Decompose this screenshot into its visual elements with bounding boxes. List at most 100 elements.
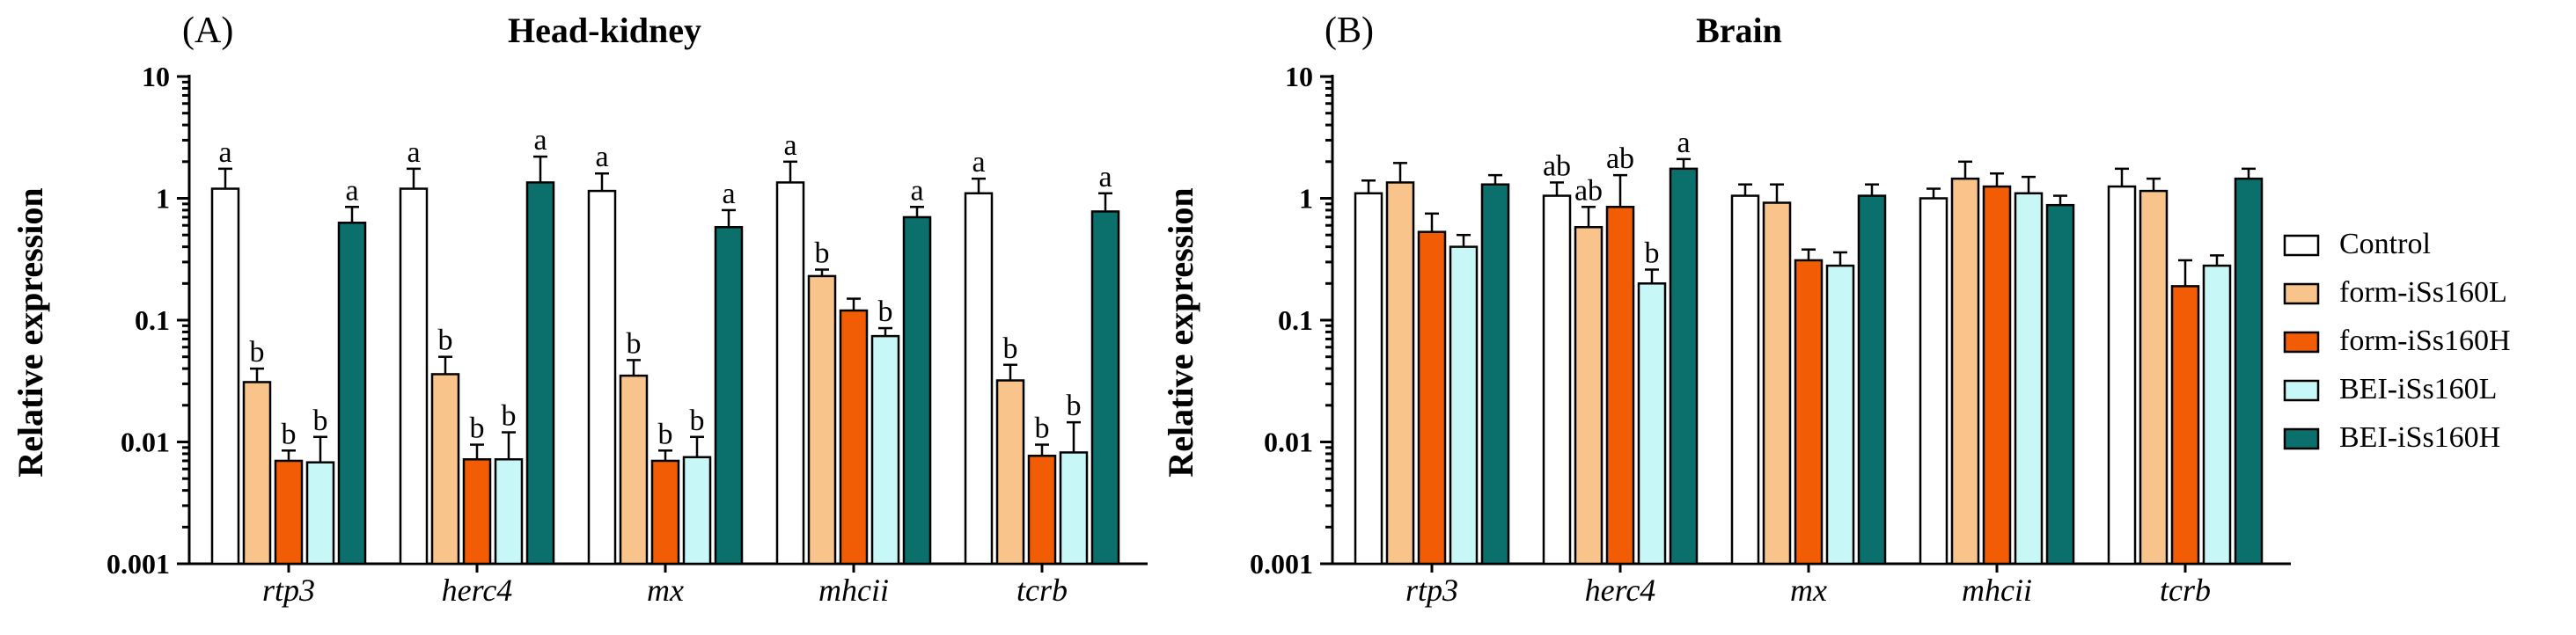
significance-label-brain-herc4-bei-iss160l: b [1645,237,1660,270]
significance-label-head-kidney-tcrb-form-iss160h: b [1035,412,1050,445]
bar-brain-mx-form-iss160l [1762,201,1792,566]
x-tick-label-head-kidney-herc4: herc4 [442,573,513,608]
y-tick-label-brain: 10 [1285,61,1313,92]
significance-label-head-kidney-mx-bei-iss160l: b [690,405,705,437]
bar-brain-tcrb-bei-iss160h [2234,177,2264,566]
chart-title-brain: Brain [1696,11,1782,50]
bar-head-kidney-mhcii-form-iss160l [807,274,837,566]
bar-head-kidney-mx-bei-iss160h [714,226,744,566]
significance-label-brain-herc4-bei-iss160h: a [1677,127,1690,159]
x-tick-label-brain-tcrb: tcrb [2160,573,2211,608]
y-tick-label-head-kidney: 1 [156,183,170,215]
y-tick-label-head-kidney: 0.1 [135,304,170,336]
x-tick-label-brain-mx: mx [1790,573,1827,608]
bar-head-kidney-rtp3-form-iss160h [274,459,304,566]
significance-label-head-kidney-tcrb-bei-iss160l: b [1067,390,1082,422]
x-tick-label-brain-herc4: herc4 [1585,573,1656,608]
bar-head-kidney-mx-control [587,189,617,566]
significance-label-head-kidney-tcrb-form-iss160l: b [1003,332,1018,365]
significance-label-brain-herc4-form-iss160h: ab [1606,142,1634,175]
legend-swatch-control [2283,234,2320,257]
panel-label-brain: (B) [1325,11,1374,51]
significance-label-head-kidney-mhcii-form-iss160l: b [815,237,830,270]
y-tick-label-brain: 0.001 [1250,548,1313,580]
bar-head-kidney-rtp3-bei-iss160h [337,222,367,566]
y-tick-label-brain: 1 [1299,183,1313,215]
legend-swatch-bei-iss160l [2283,379,2320,402]
bar-head-kidney-tcrb-form-iss160l [995,379,1025,566]
significance-label-head-kidney-mhcii-control: a [783,129,796,162]
bar-brain-mhcii-bei-iss160h [2045,203,2075,566]
bar-head-kidney-tcrb-control [964,192,994,566]
x-tick-label-head-kidney-mx: mx [647,573,684,608]
legend-swatch-bei-iss160h [2283,427,2320,450]
bar-brain-rtp3-control [1354,192,1383,566]
significance-label-head-kidney-herc4-bei-iss160l: b [502,400,517,433]
y-tick-label-brain: 0.1 [1278,304,1313,336]
bar-brain-mx-bei-iss160l [1825,264,1855,566]
bar-brain-herc4-bei-iss160l [1637,282,1667,566]
bar-head-kidney-herc4-control [399,187,429,566]
bar-brain-rtp3-form-iss160h [1417,230,1447,566]
bar-brain-herc4-form-iss160h [1605,206,1635,566]
bar-brain-mhcii-form-iss160h [1982,185,2012,566]
bar-brain-herc4-form-iss160l [1574,226,1604,566]
significance-label-head-kidney-rtp3-bei-iss160l: b [313,405,328,437]
x-tick-label-head-kidney-tcrb: tcrb [1016,573,1068,608]
significance-label-head-kidney-tcrb-bei-iss160h: a [1098,161,1112,193]
bar-head-kidney-herc4-bei-iss160l [494,458,524,566]
y-tick-label-head-kidney: 0.01 [121,427,170,458]
bar-brain-herc4-bei-iss160h [1669,167,1699,566]
bar-head-kidney-herc4-form-iss160h [462,458,492,566]
y-tick-label-head-kidney: 0.001 [106,548,170,580]
legend-swatch-form-iss160l [2283,282,2320,305]
significance-label-head-kidney-mx-control: a [595,141,608,173]
legend-label-bei-iss160l: BEI-iSs160L [2339,373,2497,405]
legend-swatch-form-iss160h [2283,331,2320,354]
bar-brain-rtp3-bei-iss160h [1480,183,1510,566]
significance-label-head-kidney-mx-form-iss160h: b [658,418,673,450]
y-axis-title-brain: Relative expression [1161,187,1200,477]
bar-head-kidney-herc4-bei-iss160h [525,181,555,566]
bar-head-kidney-mhcii-bei-iss160h [902,215,932,566]
bar-head-kidney-rtp3-control [210,187,240,566]
significance-label-head-kidney-rtp3-form-iss160l: b [250,336,265,369]
significance-label-head-kidney-herc4-control: a [407,136,420,169]
bar-head-kidney-rtp3-form-iss160l [242,381,272,566]
chart-title-head-kidney: Head-kidney [508,11,701,50]
legend-label-bei-iss160h: BEI-iSs160H [2339,421,2500,454]
bar-brain-tcrb-bei-iss160l [2202,264,2232,566]
significance-label-head-kidney-rtp3-control: a [218,136,231,169]
bar-brain-mhcii-control [1919,197,1949,566]
bar-brain-rtp3-form-iss160l [1385,181,1415,566]
significance-label-head-kidney-mx-form-iss160l: b [627,327,642,360]
bar-brain-tcrb-control [2107,185,2137,566]
significance-label-head-kidney-mx-bei-iss160h: a [722,178,735,210]
bar-head-kidney-mx-bei-iss160l [682,456,712,566]
x-tick-label-brain-rtp3: rtp3 [1405,573,1458,608]
bar-head-kidney-rtp3-bei-iss160l [305,461,335,566]
significance-label-head-kidney-mhcii-bei-iss160h: a [910,174,923,207]
significance-label-head-kidney-herc4-form-iss160h: b [470,412,485,445]
bar-head-kidney-tcrb-form-iss160h [1027,454,1057,566]
panel-label-head-kidney: (A) [182,11,233,51]
bar-brain-mx-form-iss160h [1794,259,1824,566]
legend-label-control: Control [2339,228,2431,260]
bar-brain-herc4-control [1542,194,1572,566]
bar-head-kidney-herc4-form-iss160l [430,373,460,566]
x-tick-label-head-kidney-mhcii: mhcii [818,573,889,608]
bar-head-kidney-mx-form-iss160l [619,374,649,566]
bar-brain-mx-control [1730,194,1760,566]
bar-brain-rtp3-bei-iss160l [1449,245,1479,566]
x-tick-label-head-kidney-rtp3: rtp3 [262,573,315,608]
y-tick-label-head-kidney: 10 [142,61,170,92]
bar-head-kidney-mx-form-iss160h [650,459,680,566]
bar-brain-mx-bei-iss160h [1857,194,1887,566]
significance-label-head-kidney-herc4-form-iss160l: b [438,325,453,357]
significance-label-head-kidney-rtp3-form-iss160h: b [282,418,297,450]
x-tick-label-brain-mhcii: mhcii [1962,573,2032,608]
y-tick-label-brain: 0.01 [1264,427,1313,458]
bar-brain-tcrb-form-iss160h [2170,285,2200,566]
bar-head-kidney-tcrb-bei-iss160h [1090,210,1120,566]
